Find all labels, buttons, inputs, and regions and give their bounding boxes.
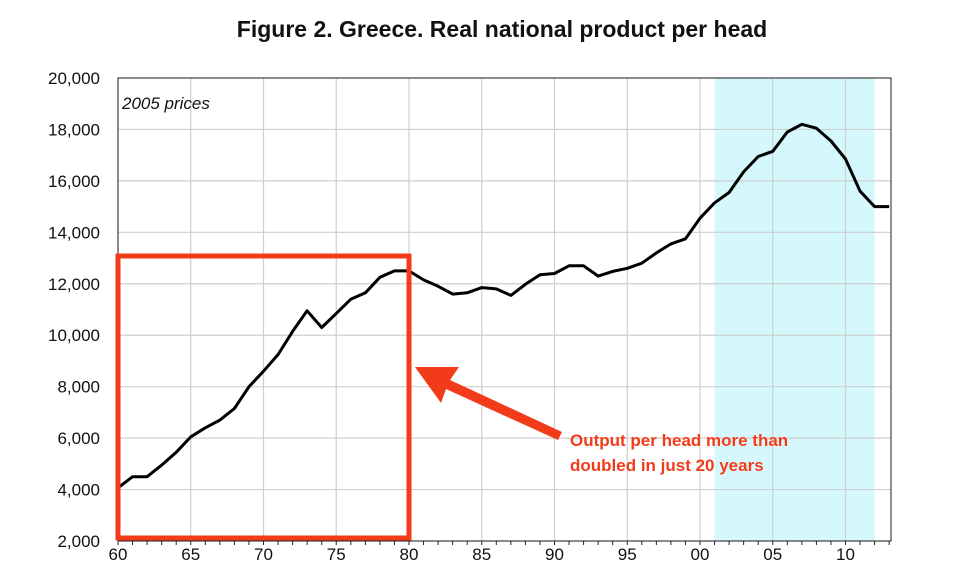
- series-line: [117, 122, 890, 489]
- annotation-line-1: Output per head more than: [570, 431, 788, 450]
- price-basis-note: 2005 prices: [121, 94, 210, 113]
- y-tick-label: 10,000: [48, 326, 100, 345]
- x-tick-label: 85: [472, 545, 491, 564]
- x-tick-label: 10: [836, 545, 855, 564]
- arrow-icon: [415, 367, 562, 440]
- x-tick-label: 00: [691, 545, 710, 564]
- y-tick-label: 12,000: [48, 275, 100, 294]
- y-tick-label: 18,000: [48, 120, 100, 139]
- highlight-box: [115, 253, 412, 541]
- x-tick-label: 60: [109, 545, 128, 564]
- x-tick-label: 95: [618, 545, 637, 564]
- x-tick-label: 90: [545, 545, 564, 564]
- y-tick-label: 2,000: [57, 532, 100, 551]
- chart-title: Figure 2. Greece. Real national product …: [237, 16, 767, 42]
- x-tick-label: 70: [254, 545, 273, 564]
- x-tick-label: 65: [181, 545, 200, 564]
- x-tick-label: 05: [763, 545, 782, 564]
- x-tick-label: 75: [327, 545, 346, 564]
- y-tick-label: 14,000: [48, 223, 100, 242]
- shaded-period: [714, 78, 875, 541]
- x-tick-label: 80: [400, 545, 419, 564]
- annotation-line-2: doubled in just 20 years: [570, 456, 764, 475]
- y-tick-label: 16,000: [48, 172, 100, 191]
- y-tick-label: 8,000: [57, 378, 100, 397]
- y-tick-label: 6,000: [57, 429, 100, 448]
- y-tick-label: 4,000: [57, 481, 100, 500]
- y-tick-label: 20,000: [48, 69, 100, 88]
